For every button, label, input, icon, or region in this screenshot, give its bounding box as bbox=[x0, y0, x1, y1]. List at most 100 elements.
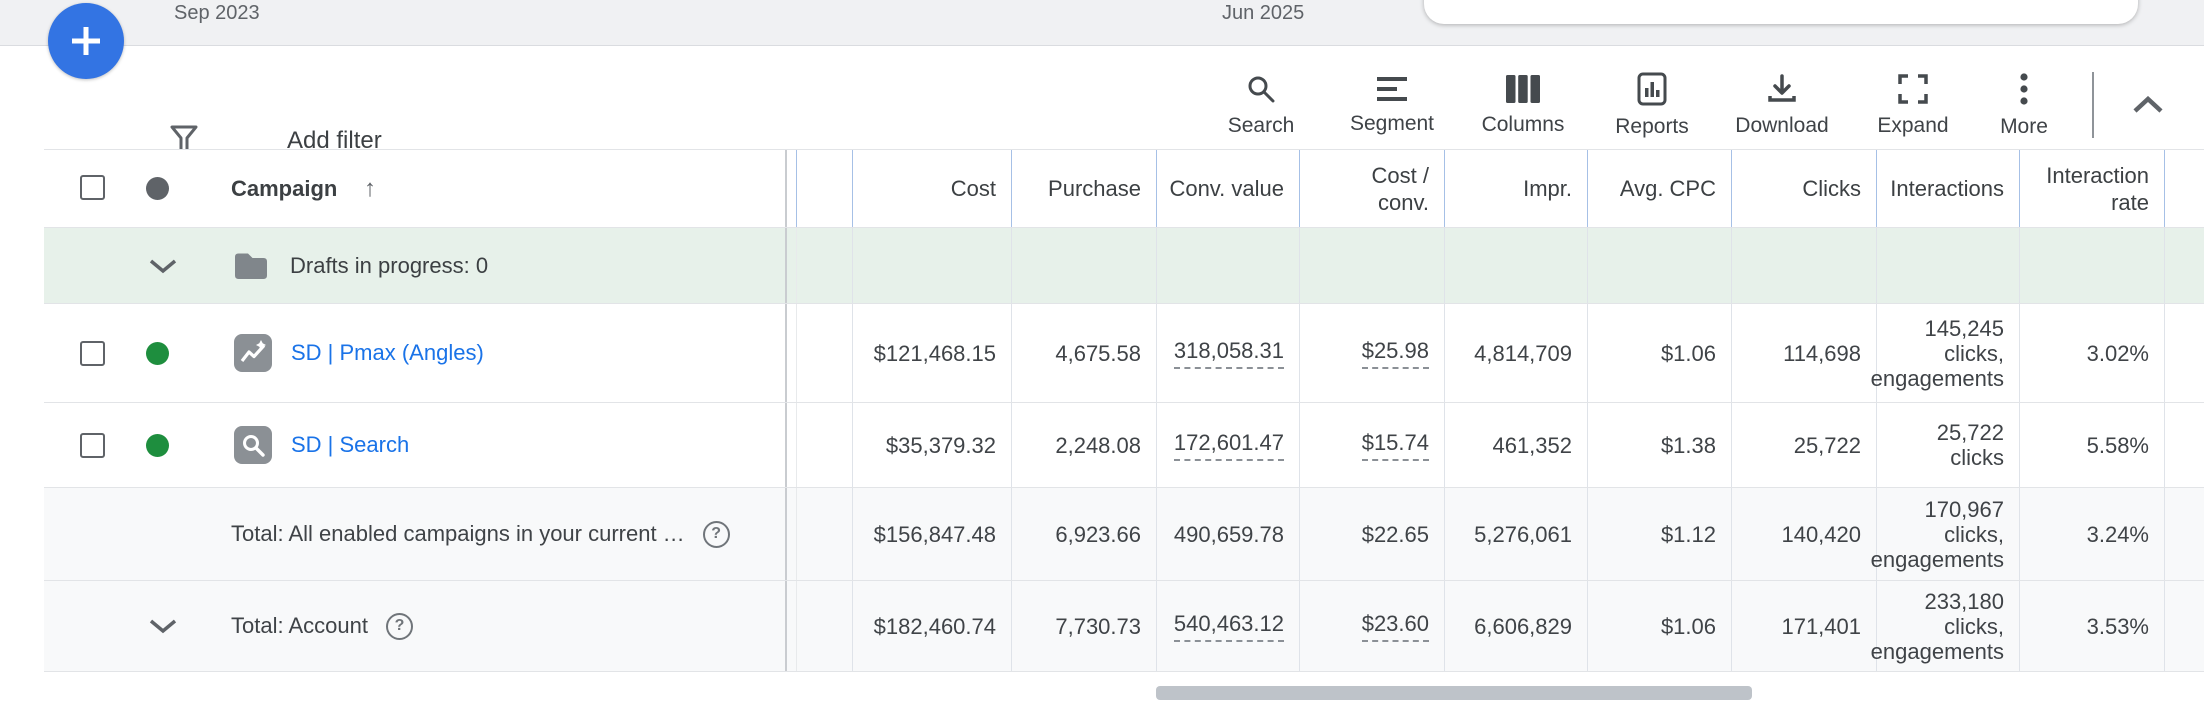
avg-cpc-cell: $1.12 bbox=[1588, 488, 1732, 580]
header-cost-per-conv[interactable]: Cost / conv. bbox=[1300, 150, 1445, 227]
more-label: More bbox=[2000, 114, 2048, 138]
total-label-cell: Total: All enabled campaigns in your cur… bbox=[44, 488, 787, 580]
row-checkbox[interactable] bbox=[80, 432, 105, 458]
scroll-edge-sliver bbox=[787, 150, 797, 227]
segment-label: Segment bbox=[1349, 111, 1435, 135]
campaign-row-pmax: SD | Pmax (Angles) $121,468.15 4,675.58 … bbox=[44, 304, 2204, 403]
cost-cell: $156,847.48 bbox=[853, 488, 1012, 580]
header-purchase[interactable]: Purchase bbox=[1012, 150, 1157, 227]
table-header-row: Campaign ↑ Cost Purchase Conv. value Cos… bbox=[44, 149, 2204, 228]
horizontal-scrollbar-thumb[interactable] bbox=[1156, 686, 1752, 700]
status-enabled-dot[interactable] bbox=[146, 433, 169, 457]
interaction-rate-cell: 3.02% bbox=[2020, 304, 2165, 402]
download-button[interactable]: Download bbox=[1716, 61, 1848, 149]
more-button[interactable]: More bbox=[1978, 61, 2070, 149]
purchase-cell: 2,248.08 bbox=[1012, 403, 1157, 487]
impressions-cell: 5,276,061 bbox=[1445, 488, 1588, 580]
plus-icon bbox=[66, 21, 106, 61]
drafts-in-progress-row: Drafts in progress: 0 bbox=[44, 228, 2204, 304]
search-campaign-icon bbox=[234, 426, 272, 464]
toolbar-divider bbox=[2092, 72, 2094, 138]
cost-per-conv-cell[interactable]: $15.74 bbox=[1300, 403, 1445, 487]
clicks-cell: 25,722 bbox=[1732, 403, 1877, 487]
total-account-label: Total: Account bbox=[231, 613, 368, 638]
total-enabled-label: Total: All enabled campaigns in your cur… bbox=[231, 521, 685, 546]
clicks-cell: 171,401 bbox=[1732, 581, 1877, 671]
row-checkbox[interactable] bbox=[80, 340, 105, 366]
campaign-table: Campaign ↑ Cost Purchase Conv. value Cos… bbox=[44, 149, 2204, 672]
status-header-dot[interactable] bbox=[146, 177, 169, 200]
segment-button[interactable]: Segment bbox=[1326, 61, 1458, 149]
chart-timeline-strip: Sep 2023 Jun 2025 bbox=[0, 0, 2204, 46]
impressions-cell: 4,814,709 bbox=[1445, 304, 1588, 402]
cost-cell: $182,460.74 bbox=[853, 581, 1012, 671]
status-enabled-dot[interactable] bbox=[146, 341, 169, 365]
reports-button[interactable]: Reports bbox=[1588, 61, 1716, 149]
cost-cell: $35,379.32 bbox=[853, 403, 1012, 487]
campaign-link[interactable]: SD | Pmax (Angles) bbox=[291, 340, 484, 365]
collapse-table-button[interactable] bbox=[2116, 61, 2180, 149]
interactions-cell: 145,245 clicks, engagements bbox=[1871, 304, 2020, 402]
header-impressions[interactable]: Impr. bbox=[1445, 150, 1588, 227]
search-button[interactable]: Search bbox=[1196, 61, 1326, 149]
cost-per-conv-cell[interactable]: $23.60 bbox=[1300, 581, 1445, 671]
columns-icon bbox=[1505, 74, 1541, 104]
conv-value-cell: 490,659.78 bbox=[1157, 488, 1300, 580]
chevron-up-icon bbox=[2132, 96, 2164, 114]
timeline-start-label: Sep 2023 bbox=[174, 2, 260, 24]
purchase-cell: 7,730.73 bbox=[1012, 581, 1157, 671]
clicks-cell: 140,420 bbox=[1732, 488, 1877, 580]
chevron-down-icon[interactable] bbox=[148, 618, 178, 634]
columns-button[interactable]: Columns bbox=[1458, 61, 1588, 149]
columns-label: Columns bbox=[1481, 112, 1565, 136]
conv-value-cell[interactable]: 318,058.31 bbox=[1157, 304, 1300, 402]
sort-ascending-arrow[interactable]: ↑ bbox=[364, 174, 376, 202]
cost-per-conv-cell[interactable]: $25.98 bbox=[1300, 304, 1445, 402]
partial-column bbox=[2165, 150, 2204, 227]
performance-max-icon bbox=[234, 334, 272, 372]
interaction-rate-cell: 5.58% bbox=[2020, 403, 2165, 487]
total-account-row: Total: Account ? $182,460.74 7,730.73 54… bbox=[44, 581, 2204, 672]
purchase-cell: 6,923.66 bbox=[1012, 488, 1157, 580]
create-campaign-fab[interactable] bbox=[48, 3, 124, 79]
campaign-header-cell: Campaign ↑ bbox=[44, 150, 787, 227]
toolbar-tools: Search Segment Columns Reports bbox=[1196, 61, 2180, 149]
expand-button[interactable]: Expand bbox=[1848, 61, 1978, 149]
download-label: Download bbox=[1735, 113, 1829, 137]
select-all-checkbox[interactable] bbox=[80, 175, 105, 200]
interaction-rate-cell: 3.24% bbox=[2020, 488, 2165, 580]
conv-value-cell[interactable]: 172,601.47 bbox=[1157, 403, 1300, 487]
search-icon bbox=[1245, 73, 1277, 105]
help-icon[interactable]: ? bbox=[385, 612, 413, 640]
expand-icon bbox=[1897, 73, 1929, 105]
header-interaction-rate[interactable]: Interaction rate bbox=[2020, 150, 2165, 227]
avg-cpc-cell: $1.38 bbox=[1588, 403, 1732, 487]
more-vertical-icon bbox=[2019, 72, 2029, 106]
campaign-column-header[interactable]: Campaign bbox=[231, 175, 338, 201]
help-icon[interactable]: ? bbox=[702, 520, 730, 548]
chevron-down-icon[interactable] bbox=[148, 258, 178, 274]
folder-icon bbox=[232, 250, 270, 282]
purchase-cell: 4,675.58 bbox=[1012, 304, 1157, 402]
header-avg-cpc[interactable]: Avg. CPC bbox=[1588, 150, 1732, 227]
interactions-cell: 170,967 clicks, engagements bbox=[1871, 488, 2020, 580]
reports-label: Reports bbox=[1615, 114, 1689, 138]
campaign-name-cell: SD | Pmax (Angles) bbox=[44, 304, 787, 402]
avg-cpc-cell: $1.06 bbox=[1588, 304, 1732, 402]
conv-value-cell[interactable]: 540,463.12 bbox=[1157, 581, 1300, 671]
overlay-card-bottom-edge bbox=[1424, 0, 2138, 24]
header-conv-value[interactable]: Conv. value bbox=[1157, 150, 1300, 227]
header-interactions[interactable]: Interactions bbox=[1877, 150, 2020, 227]
empty-column bbox=[797, 150, 853, 227]
header-cost[interactable]: Cost bbox=[853, 150, 1012, 227]
table-toolbar: Add filter Search Segment Columns bbox=[0, 47, 2204, 156]
download-icon bbox=[1766, 73, 1798, 105]
campaign-link[interactable]: SD | Search bbox=[291, 432, 410, 457]
segment-icon bbox=[1375, 75, 1409, 103]
campaign-row-search: SD | Search $35,379.32 2,248.08 172,601.… bbox=[44, 403, 2204, 488]
header-clicks[interactable]: Clicks bbox=[1732, 150, 1877, 227]
impressions-cell: 6,606,829 bbox=[1445, 581, 1588, 671]
drafts-label-cell: Drafts in progress: 0 bbox=[44, 228, 787, 303]
interactions-cell: 233,180 clicks, engagements bbox=[1871, 581, 2020, 671]
